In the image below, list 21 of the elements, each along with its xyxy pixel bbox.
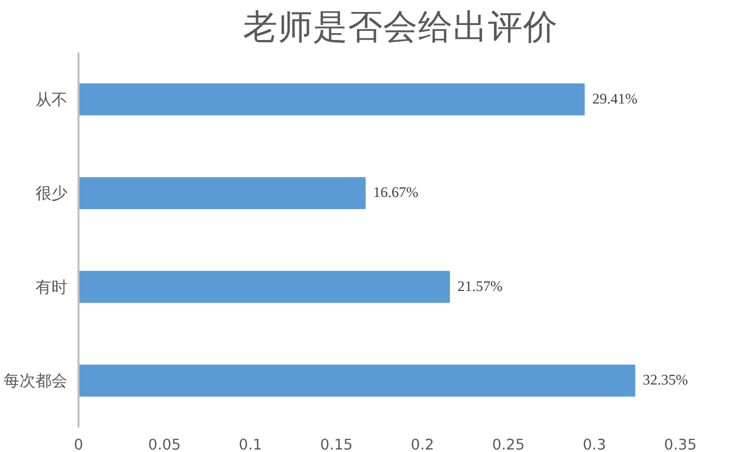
data-label: 16.67%: [373, 185, 418, 202]
chart-title: 老师是否会给出评价: [243, 8, 558, 48]
y-tick-label: 有时: [36, 277, 68, 296]
bar: [78, 270, 450, 303]
bar: [78, 83, 585, 116]
x-tick-label: 0.15: [320, 436, 353, 452]
y-tick-label: 每次都会: [4, 371, 68, 390]
x-tick-label: 0.35: [664, 436, 697, 452]
data-label: 21.57%: [457, 278, 503, 295]
data-label: 32.35%: [642, 372, 688, 389]
bar: [78, 364, 636, 397]
y-tick-label: 从不: [36, 90, 68, 109]
y-tick-label: 很少: [36, 184, 68, 203]
x-tick-label: 0.05: [148, 436, 181, 452]
data-label: 29.41%: [592, 91, 638, 108]
x-tick-label: 0.1: [238, 436, 262, 452]
x-tick-label: 0: [74, 436, 84, 452]
x-tick-label: 0.2: [410, 436, 434, 452]
bar: [78, 177, 366, 210]
x-tick-label: 0.3: [582, 436, 606, 452]
x-tick-label: 0.25: [492, 436, 525, 452]
